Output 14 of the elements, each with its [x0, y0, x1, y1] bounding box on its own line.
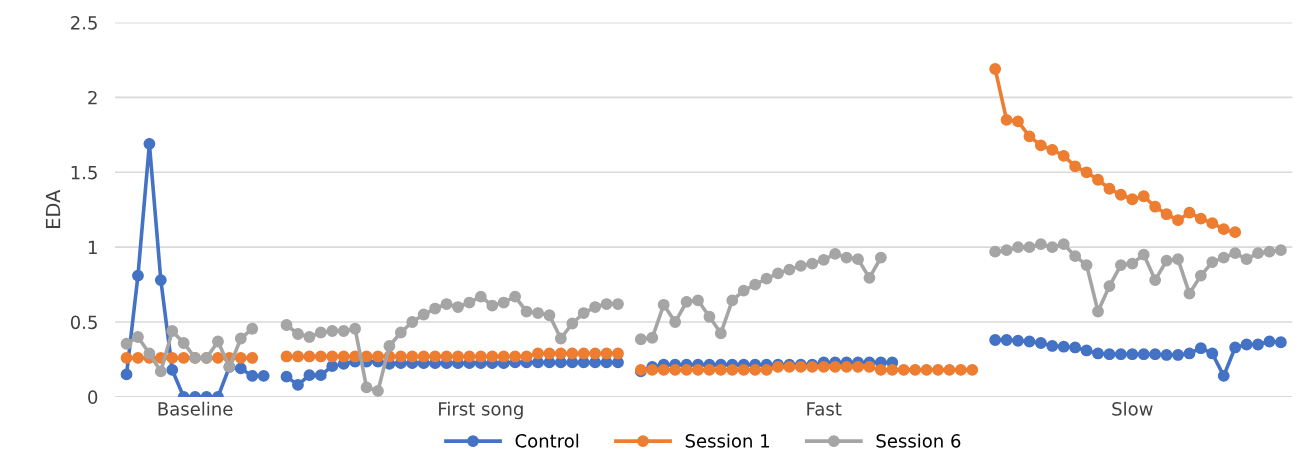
y-tick-label: 2.5: [71, 16, 97, 30]
y-axis-title: EDA: [45, 189, 61, 228]
y-tick-label: 1.5: [71, 165, 97, 180]
x-tick-label: Slow: [1112, 401, 1153, 416]
y-tick-label: 0: [88, 390, 98, 404]
legend-label: Session 1: [685, 433, 769, 448]
x-tick-label: First song: [439, 401, 523, 420]
y-tick-label: 2: [88, 90, 97, 105]
y-tick-label: 0.5: [70, 315, 97, 330]
legend-label: Session 6: [876, 433, 961, 448]
x-tick-label: Baseline: [158, 401, 233, 416]
x-tick-label: Fast: [807, 402, 842, 416]
legend-label: Control: [515, 433, 579, 448]
y-tick-label: 1: [88, 240, 97, 255]
